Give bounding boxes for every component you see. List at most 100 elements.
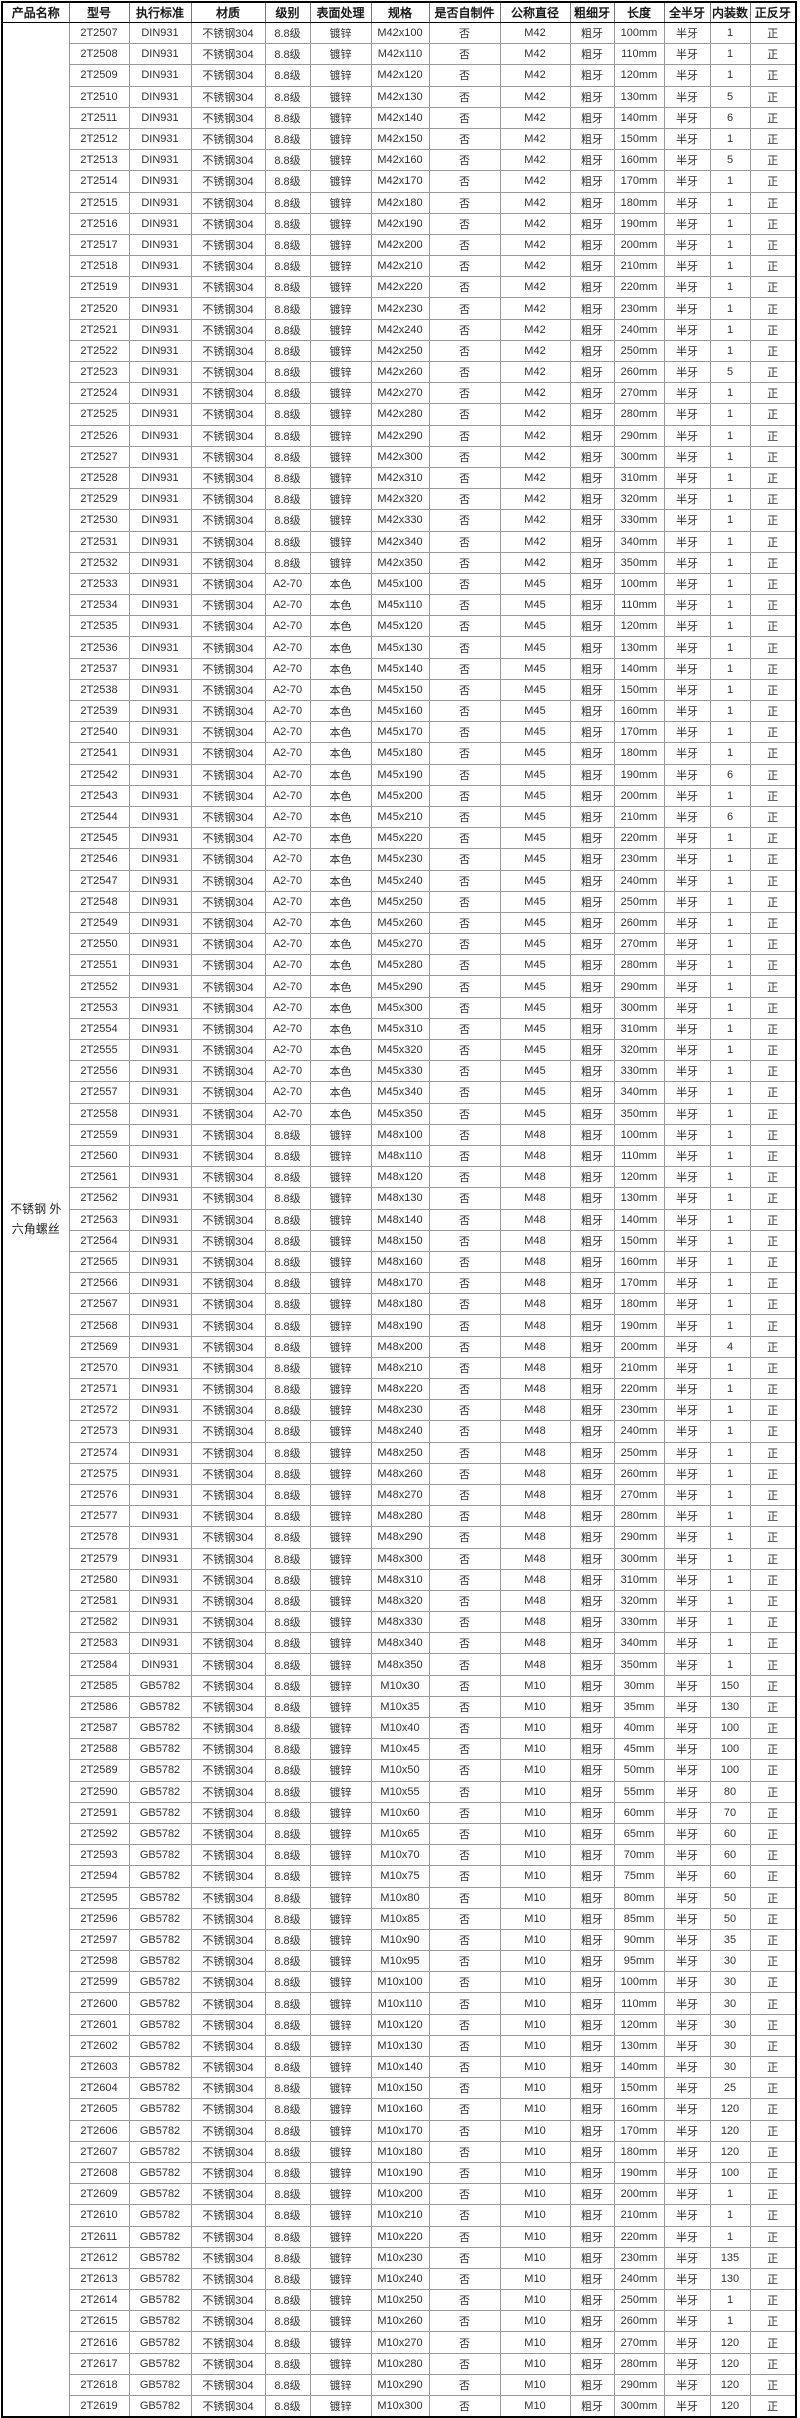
- cell-model: 2T2592: [68, 1822, 130, 1846]
- cell-material: 不锈钢304: [190, 1335, 266, 1358]
- cell-model: 2T2507: [68, 21, 130, 45]
- cell-material: 不锈钢304: [190, 233, 266, 257]
- table-row: 2T2549 DIN931 不锈钢304 A2-70 本色 M45x260 否 M45 粗牙 26…: [2, 911, 797, 935]
- cell-diameter: M48: [499, 1272, 571, 1295]
- cell-standard: DIN931: [128, 233, 192, 257]
- table-row: 2T2587 GB5782 不锈钢304 8.8级 镀锌 M10x40 否 M10 粗牙 40mm…: [2, 1716, 797, 1740]
- cell-surface: 镀锌: [309, 1780, 372, 1803]
- cell-surface: 镀锌: [309, 1950, 372, 1973]
- cell-material: 不锈钢304: [190, 954, 266, 977]
- cell-spec: M10x55: [370, 1780, 430, 1803]
- cell-direction: 正: [749, 2161, 797, 2185]
- cell-pack-qty: 120: [709, 2140, 751, 2163]
- cell-direction: 正: [749, 2352, 797, 2375]
- cell-grade: 8.8级: [264, 2140, 311, 2163]
- cell-direction: 正: [749, 1907, 797, 1930]
- cell-material: 不锈钢304: [190, 1738, 266, 1761]
- cell-pack-qty: 150: [709, 1674, 751, 1697]
- table-row: 2T2566 DIN931 不锈钢304 8.8级 镀锌 M48x170 否 M48 粗牙 170…: [2, 1272, 797, 1295]
- cell-direction: 正: [749, 85, 797, 108]
- cell-surface: 镀锌: [309, 1589, 372, 1613]
- cell-spec: M42x130: [370, 85, 430, 108]
- cell-thread-type: 粗牙: [569, 742, 615, 765]
- cell-thread-length: 半牙: [663, 43, 711, 66]
- cell-length: 35mm: [613, 1695, 665, 1719]
- cell-length: 260mm: [613, 1462, 665, 1485]
- cell-grade: 8.8级: [264, 1505, 311, 1528]
- cell-standard: GB5782: [128, 2267, 192, 2291]
- cell-surface: 镀锌: [309, 1483, 372, 1507]
- cell-pack-qty: 1: [709, 382, 751, 405]
- cell-diameter: M42: [499, 21, 571, 45]
- cell-thread-type: 粗牙: [569, 1483, 615, 1507]
- cell-material: 不锈钢304: [190, 933, 266, 956]
- cell-self-made: 否: [428, 657, 501, 680]
- cell-standard: GB5782: [128, 1971, 192, 1994]
- cell-direction: 正: [749, 2395, 797, 2418]
- cell-thread-length: 半牙: [663, 276, 711, 299]
- cell-direction: 正: [749, 445, 797, 468]
- cell-thread-type: 粗牙: [569, 1250, 615, 1274]
- cell-diameter: M10: [499, 2098, 571, 2121]
- cell-direction: 正: [749, 1356, 797, 1380]
- cell-spec: M10x290: [370, 2373, 430, 2397]
- table-row: 2T2527 DIN931 不锈钢304 8.8级 镀锌 M42x300 否 M42 粗牙 300…: [2, 445, 797, 468]
- cell-surface: 本色: [309, 848, 372, 871]
- cell-self-made: 否: [428, 488, 501, 511]
- cell-model: 2T2517: [68, 233, 130, 257]
- cell-diameter: M10: [499, 2289, 571, 2312]
- cell-model: 2T2549: [68, 911, 130, 935]
- column-header: 内装数: [709, 1, 751, 23]
- cell-length: 80mm: [613, 1886, 665, 1909]
- cell-model: 2T2599: [68, 1971, 130, 1994]
- cell-spec: M10x150: [370, 2077, 430, 2100]
- table-row: 2T2610 GB5782 不锈钢304 8.8级 镀锌 M10x210 否 M10 粗牙 210…: [2, 2204, 797, 2227]
- cell-spec: M42x170: [370, 170, 430, 193]
- cell-thread-length: 半牙: [663, 1611, 711, 1634]
- cell-model: 2T2560: [68, 1144, 130, 1168]
- cell-self-made: 否: [428, 1907, 501, 1930]
- cell-direction: 正: [749, 1589, 797, 1613]
- table-row: 2T2567 DIN931 不锈钢304 8.8级 镀锌 M48x180 否 M48 粗牙 180…: [2, 1293, 797, 1316]
- cell-surface: 镀锌: [309, 2183, 372, 2206]
- cell-diameter: M45: [499, 742, 571, 765]
- cell-direction: 正: [749, 255, 797, 278]
- cell-self-made: 否: [428, 1632, 501, 1655]
- table-row: 2T2544 DIN931 不锈钢304 A2-70 本色 M45x210 否 M45 粗牙 21…: [2, 805, 797, 829]
- table-row: 2T2529 DIN931 不锈钢304 8.8级 镀锌 M42x320 否 M42 粗牙 320…: [2, 488, 797, 511]
- cell-model: 2T2531: [68, 530, 130, 553]
- table-row: 2T2608 GB5782 不锈钢304 8.8级 镀锌 M10x190 否 M10 粗牙 190…: [2, 2161, 797, 2185]
- table-row: 2T2594 GB5782 不锈钢304 8.8级 镀锌 M10x75 否 M10 粗牙 75mm…: [2, 1865, 797, 1888]
- cell-material: 不锈钢304: [190, 1653, 266, 1676]
- cell-material: 不锈钢304: [190, 1420, 266, 1443]
- cell-thread-type: 粗牙: [569, 2077, 615, 2100]
- cell-direction: 正: [749, 2373, 797, 2397]
- cell-model: 2T2509: [68, 64, 130, 87]
- table-row: 2T2512 DIN931 不锈钢304 8.8级 镀锌 M42x150 否 M42 粗牙 150…: [2, 127, 797, 151]
- cell-surface: 镀锌: [309, 1229, 372, 1252]
- cell-thread-type: 粗牙: [569, 975, 615, 998]
- cell-material: 不锈钢304: [190, 1441, 266, 1464]
- cell-diameter: M10: [499, 1844, 571, 1867]
- cell-material: 不锈钢304: [190, 1568, 266, 1591]
- cell-model: 2T2514: [68, 170, 130, 193]
- cell-model: 2T2602: [68, 2034, 130, 2058]
- cell-grade: 8.8级: [264, 1759, 311, 1782]
- cell-thread-type: 粗牙: [569, 1865, 615, 1888]
- cell-thread-type: 粗牙: [569, 1950, 615, 1973]
- cell-thread-type: 粗牙: [569, 1589, 615, 1613]
- cell-standard: DIN931: [128, 466, 192, 490]
- cell-surface: 镀锌: [309, 1971, 372, 1994]
- cell-model: 2T2536: [68, 636, 130, 659]
- cell-length: 170mm: [613, 170, 665, 193]
- cell-thread-length: 半牙: [663, 1102, 711, 1125]
- cell-diameter: M10: [499, 2395, 571, 2418]
- cell-thread-type: 粗牙: [569, 848, 615, 871]
- cell-grade: 8.8级: [264, 1738, 311, 1761]
- cell-direction: 正: [749, 572, 797, 596]
- cell-pack-qty: 5: [709, 360, 751, 384]
- cell-self-made: 否: [428, 1780, 501, 1803]
- table-row: 2T2575 DIN931 不锈钢304 8.8级 镀锌 M48x260 否 M48 粗牙 260…: [2, 1462, 797, 1485]
- cell-standard: DIN931: [128, 1589, 192, 1613]
- cell-grade: 8.8级: [264, 21, 311, 45]
